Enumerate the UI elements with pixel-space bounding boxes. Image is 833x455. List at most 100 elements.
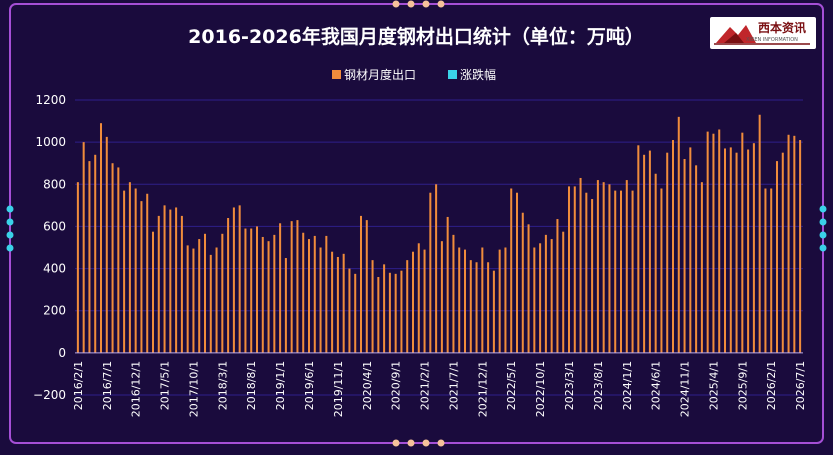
- bar: [134, 188, 137, 353]
- bar: [481, 247, 484, 353]
- bar: [619, 190, 623, 353]
- bar: [267, 241, 270, 353]
- bar: [666, 152, 669, 353]
- frame-dot-left: [6, 244, 14, 252]
- bar: [689, 147, 692, 353]
- bar: [764, 188, 767, 353]
- bar: [261, 236, 264, 353]
- bar: [510, 188, 513, 353]
- bar: [180, 215, 183, 353]
- bar: [105, 136, 108, 353]
- bar: [377, 277, 380, 353]
- bar: [429, 192, 432, 353]
- x-tick-label: 2020/9/1: [390, 361, 403, 410]
- x-tick-label: 2019/6/1: [303, 361, 316, 410]
- bar: [562, 231, 565, 353]
- bar: [244, 228, 247, 353]
- bar: [88, 161, 91, 353]
- legend-label: 涨跌幅: [460, 67, 496, 82]
- frame-dot-left: [6, 231, 14, 239]
- bar: [365, 220, 368, 353]
- bar: [706, 131, 709, 353]
- bar: [573, 186, 576, 353]
- x-tick-label: 2023/8/1: [592, 361, 605, 410]
- x-tick-label: 2025/4/1: [707, 361, 720, 410]
- y-tick-label: 0: [58, 346, 66, 360]
- bar: [186, 245, 189, 353]
- bar: [683, 159, 686, 353]
- logo-subtext: XIBEN INFORMATION: [746, 37, 798, 43]
- legend-label: 钢材月度出口: [344, 67, 416, 82]
- bar: [169, 209, 172, 353]
- logo-mountain-icon: [714, 25, 810, 45]
- bar: [290, 221, 293, 353]
- bar: [695, 165, 698, 353]
- frame-dot-left: [6, 205, 14, 213]
- bar: [232, 207, 235, 353]
- bar: [423, 249, 426, 353]
- bar: [82, 142, 85, 353]
- frame-dot-bottom: [407, 439, 415, 447]
- bar: [388, 272, 391, 353]
- bar: [76, 182, 79, 353]
- bar: [157, 215, 160, 353]
- y-tick-label: 800: [43, 177, 66, 191]
- bar: [533, 247, 536, 353]
- bar: [400, 270, 403, 353]
- bar: [175, 207, 178, 353]
- x-tick-label: 2019/1/1: [274, 361, 287, 410]
- bar: [498, 249, 501, 353]
- bar: [475, 262, 478, 353]
- bar: [221, 233, 224, 353]
- bar: [203, 233, 207, 353]
- bar: [163, 205, 166, 353]
- bar: [440, 241, 443, 353]
- y-tick-label: −200: [33, 388, 66, 402]
- bar: [279, 223, 282, 353]
- bar: [515, 192, 519, 353]
- bar: [602, 182, 605, 353]
- bar: [273, 234, 276, 353]
- bar: [521, 212, 524, 353]
- x-tick-label: 2016/7/1: [101, 361, 114, 410]
- bar: [198, 239, 201, 353]
- bar: [151, 231, 155, 353]
- bar: [712, 133, 715, 353]
- bar: [469, 260, 472, 353]
- bar: [671, 140, 675, 353]
- frame-dot-right: [819, 218, 827, 226]
- y-tick-label: 1000: [35, 135, 66, 149]
- bar: [406, 260, 409, 353]
- bar: [660, 188, 663, 353]
- bar: [140, 201, 143, 353]
- x-tick-label: 2021/12/1: [476, 361, 489, 417]
- bar: [446, 216, 449, 353]
- x-tick-label: 2019/11/1: [332, 361, 345, 417]
- chart-title: 2016-2026年我国月度钢材出口统计（单位：万吨）: [188, 25, 644, 48]
- bar: [539, 243, 542, 353]
- logo: [710, 17, 816, 49]
- x-tick-label: 2017/10/1: [187, 361, 200, 417]
- bar: [94, 154, 97, 353]
- x-tick-label: 2021/7/1: [447, 361, 460, 410]
- bar: [608, 184, 611, 353]
- x-tick-label: 2016/2/1: [72, 361, 85, 410]
- bar: [348, 268, 351, 353]
- legend-swatch: [448, 70, 457, 79]
- x-tick-label: 2018/3/1: [216, 361, 229, 410]
- bar: [354, 273, 357, 353]
- bar: [325, 235, 328, 353]
- logo-text: 西本资讯: [758, 21, 807, 35]
- bar: [296, 220, 299, 353]
- bar: [123, 190, 126, 353]
- bar: [307, 239, 311, 353]
- x-tick-label: 2021/2/1: [419, 361, 432, 410]
- y-tick-label: 600: [43, 219, 66, 233]
- bar: [336, 256, 339, 353]
- bar: [128, 182, 131, 353]
- bar: [770, 188, 773, 353]
- bar: [342, 253, 345, 353]
- frame-dot-bottom: [422, 439, 430, 447]
